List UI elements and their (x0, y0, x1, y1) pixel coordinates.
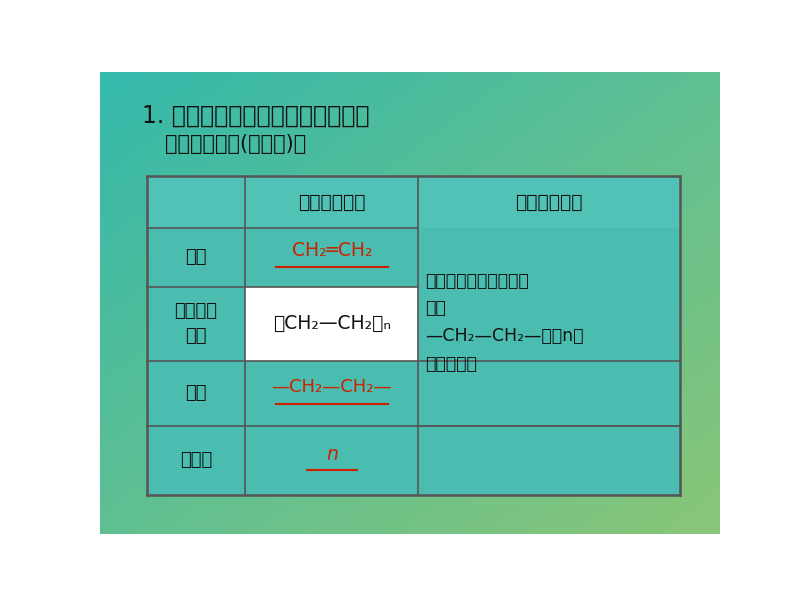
Text: CH₂═CH₂: CH₂═CH₂ (291, 241, 372, 260)
Text: 以聚乙烯为例(见下表)：: 以聚乙烯为例(见下表)： (165, 134, 306, 154)
Text: 链节: 链节 (185, 384, 206, 402)
Bar (146, 287, 245, 361)
Text: n: n (326, 445, 338, 464)
Bar (146, 228, 245, 287)
Bar (146, 426, 245, 495)
Text: —CH₂—CH₂—: —CH₂—CH₂— (271, 378, 392, 396)
Text: 「CH₂—CH₂」ₙ: 「CH₂—CH₂」ₙ (273, 314, 390, 333)
Bar (245, 176, 418, 228)
Bar (146, 361, 245, 426)
Bar (418, 228, 680, 426)
Text: 聚乙烯是由简单的结构
单元
—CH₂—CH₂—重复n次
连接而成的: 聚乙烯是由简单的结构 单元 —CH₂—CH₂—重复n次 连接而成的 (425, 272, 583, 373)
Text: 涵义或表达式: 涵义或表达式 (298, 193, 366, 211)
Text: 聚合度: 聚合度 (180, 451, 212, 469)
Text: 高分子聚
合物: 高分子聚 合物 (174, 302, 218, 345)
Bar (418, 176, 680, 228)
Bar (146, 176, 245, 228)
Bar (245, 361, 418, 426)
Text: 三者间的关系: 三者间的关系 (515, 193, 583, 211)
Bar (245, 426, 418, 495)
Bar (418, 426, 680, 495)
Bar (245, 228, 418, 287)
Bar (245, 287, 418, 361)
Text: 1. 有关高分子化合物的几个概念：: 1. 有关高分子化合物的几个概念： (142, 104, 370, 128)
Text: 单体: 单体 (185, 248, 206, 266)
